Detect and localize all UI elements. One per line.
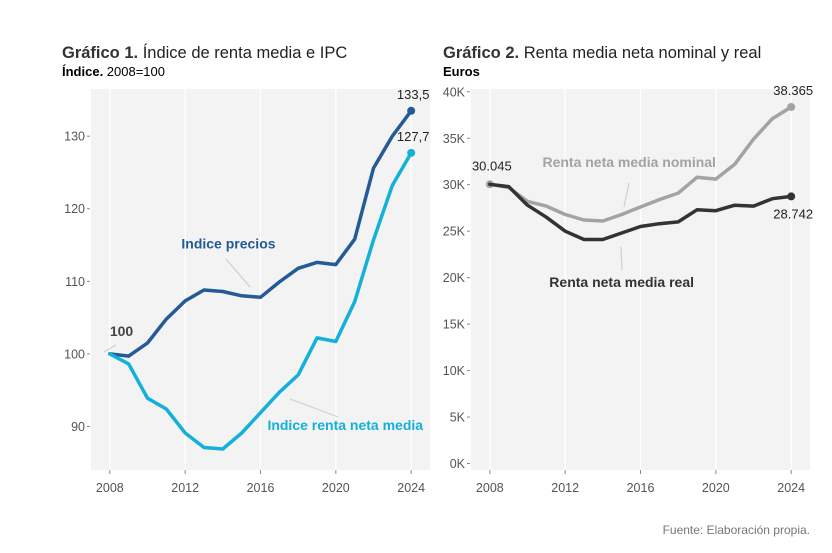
- chart1-subtitle-rest: 2008=100: [103, 64, 166, 79]
- source-note: Fuente: Elaboración propia.: [662, 523, 810, 537]
- annotation-label: Renta neta media real: [549, 274, 694, 290]
- chart1-subtitle: Índice. 2008=100: [62, 64, 165, 79]
- x-tick-label: 2024: [777, 481, 805, 495]
- series-start-label: 30.045: [472, 158, 512, 173]
- chart2-title-rest: Renta media neta nominal y real: [519, 44, 762, 62]
- chart2-subtitle: Euros: [443, 64, 480, 79]
- annotation-label: Indice renta neta media: [267, 417, 423, 433]
- x-tick-label: 2020: [702, 481, 730, 495]
- x-tick-label: 2020: [322, 481, 350, 495]
- y-tick-label: 40K: [443, 85, 466, 99]
- series-end-label: 28.742: [773, 206, 813, 221]
- chart2-title-bold: Gráfico 2.: [443, 44, 520, 62]
- annotation-leader: [289, 398, 339, 418]
- y-tick-label: 25K: [443, 225, 466, 239]
- y-tick-label: 0K: [450, 457, 466, 471]
- series-line-renta-neta-media-real: [488, 182, 793, 242]
- chart2-subtitle-bold: Euros: [443, 64, 480, 79]
- y-tick-label: 130: [64, 130, 85, 144]
- series-end-point: [407, 106, 416, 115]
- y-tick-label: 30K: [443, 178, 466, 192]
- series-end-label: 127,7: [397, 129, 430, 144]
- y-tick-label: 15K: [443, 318, 466, 332]
- x-tick-label: 2008: [96, 481, 124, 495]
- annotation-leader: [620, 246, 623, 271]
- y-tick-label: 10K: [443, 364, 466, 378]
- series-end-label: 133,5: [397, 87, 430, 102]
- annotation-label: Indice precios: [181, 236, 275, 252]
- x-tick-label: 2024: [397, 481, 425, 495]
- series-line-renta-neta-media-nominal: [488, 105, 793, 223]
- chart-1: 2008 2012 2016 2020 2024 90 100 110 120 130 133,5 1…: [64, 87, 430, 495]
- chart1-subtitle-bold: Índice.: [62, 64, 104, 79]
- series-end-point: [787, 102, 796, 111]
- y-tick-label: 5K: [450, 411, 466, 425]
- x-tick-label: 2012: [551, 481, 579, 495]
- y-tick-label: 120: [64, 202, 85, 216]
- x-tick-label: 2016: [247, 481, 275, 495]
- annotation-leader: [623, 182, 630, 208]
- series-end-label: 38.365: [773, 83, 813, 98]
- x-tick-label: 2016: [627, 481, 655, 495]
- y-tick-label: 35K: [443, 132, 466, 146]
- y-tick-label: 20K: [443, 271, 466, 285]
- chart-2: 2008 2012 2016 2020 2024 0K 5K 10K 15K 20K 25K 30K 3…: [443, 83, 813, 495]
- annotation-leader: [103, 344, 117, 353]
- series-end-point: [407, 148, 416, 157]
- chart1-title-bold: Gráfico 1.: [62, 44, 139, 62]
- annotation-label: 100: [110, 323, 134, 339]
- x-tick-label: 2012: [171, 481, 199, 495]
- y-tick-label: 100: [64, 347, 85, 361]
- annotation-leader: [225, 258, 251, 288]
- series-end-point: [787, 192, 796, 201]
- series-line-indice-precios: [108, 109, 413, 358]
- x-tick-label: 2008: [476, 481, 504, 495]
- chart2-title: Gráfico 2. Renta media neta nominal y re…: [443, 44, 761, 63]
- y-tick-label: 110: [65, 275, 85, 289]
- chart1-title: Gráfico 1. Índice de renta media e IPC: [62, 44, 347, 63]
- series-line-indice-renta-neta-media: [108, 151, 413, 451]
- chart1-title-rest: Índice de renta media e IPC: [138, 44, 348, 62]
- annotation-label: Renta neta media nominal: [542, 154, 715, 170]
- y-tick-label: 90: [71, 420, 85, 434]
